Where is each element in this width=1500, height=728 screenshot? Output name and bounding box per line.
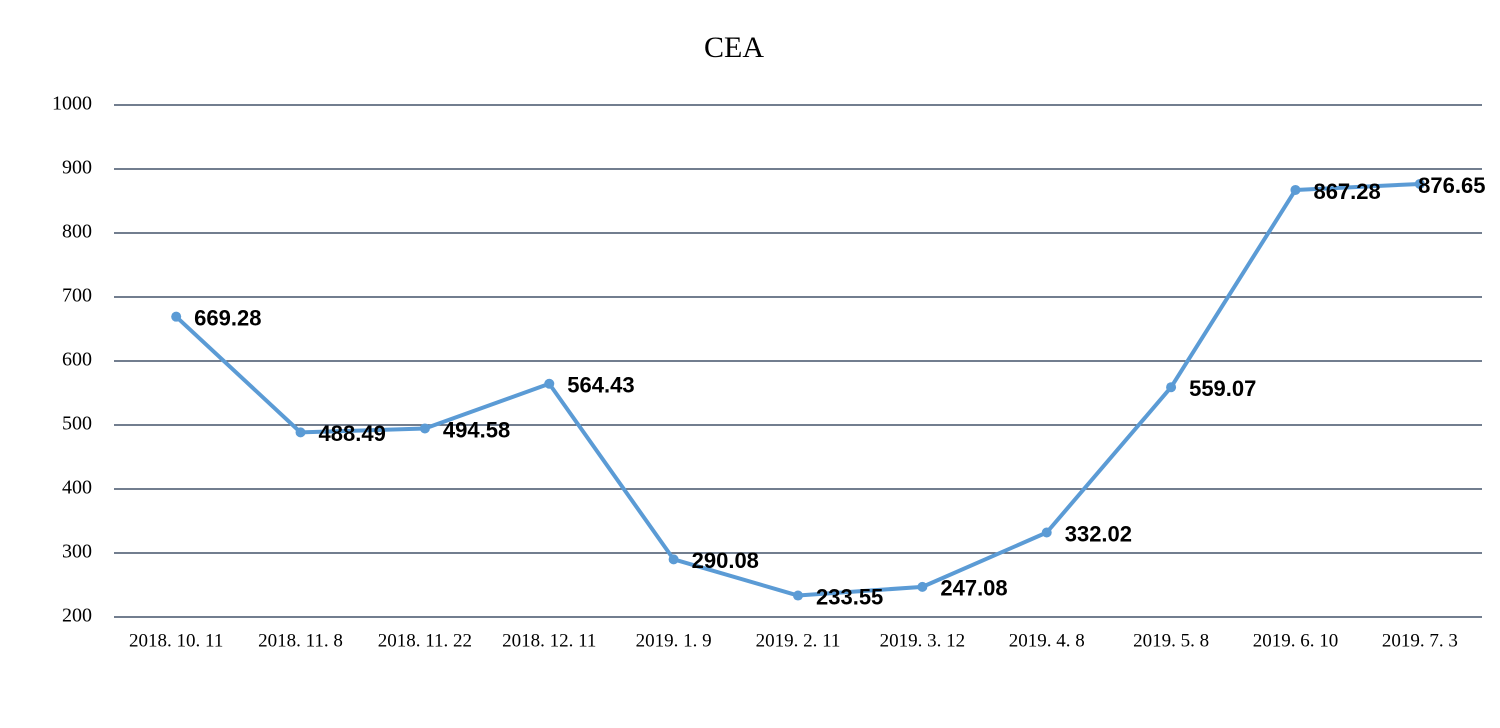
y-tick-label: 900	[62, 157, 92, 179]
data-label: 559.07	[1189, 376, 1256, 401]
y-tick-label: 300	[62, 541, 92, 563]
x-tick-label: 2019. 5. 8	[1133, 630, 1209, 651]
point	[544, 378, 555, 389]
point	[1041, 527, 1052, 538]
y-tick-label: 200	[62, 605, 92, 627]
x-tick-label: 2019. 3. 12	[880, 630, 966, 651]
x-tick-label: 2018. 11. 22	[378, 630, 472, 651]
data-label: 564.43	[567, 373, 634, 398]
chart-title: CEA	[704, 31, 764, 64]
point	[419, 423, 430, 434]
point	[793, 590, 803, 601]
point	[917, 581, 928, 592]
x-tick-label: 2019. 1. 9	[636, 630, 712, 651]
y-tick-label: 800	[62, 221, 92, 243]
x-tick-label: 2019. 6. 10	[1253, 630, 1339, 651]
x-tick-label: 2018. 11. 8	[258, 630, 343, 651]
point	[1166, 382, 1177, 393]
y-tick-label: 400	[62, 477, 92, 499]
data-label: 867.28	[1313, 179, 1380, 204]
x-tick-label: 2019. 4. 8	[1009, 630, 1085, 651]
data-label: 290.08	[692, 548, 759, 573]
point	[1414, 178, 1425, 189]
x-tick-label: 2018. 10. 11	[129, 630, 223, 651]
data-label: 332.02	[1065, 521, 1132, 546]
x-tick-label: 2018. 12. 11	[502, 630, 596, 651]
point	[668, 554, 679, 565]
data-label: 876.65	[1418, 173, 1485, 198]
point	[1290, 184, 1301, 195]
data-label: 669.28	[194, 305, 261, 330]
x-tick-label: 2019. 7. 3	[1382, 630, 1458, 651]
data-label: 233.55	[816, 584, 883, 609]
y-tick-label: 700	[62, 285, 92, 307]
data-label: 488.49	[319, 421, 386, 446]
point	[171, 311, 182, 322]
point	[295, 427, 306, 438]
y-tick-label: 1000	[52, 93, 92, 115]
y-tick-label: 600	[62, 349, 92, 371]
data-label: 247.08	[940, 576, 1007, 601]
data-label: 494.58	[443, 417, 510, 442]
x-tick-label: 2019. 2. 11	[756, 630, 841, 651]
y-tick-label: 500	[62, 413, 92, 435]
